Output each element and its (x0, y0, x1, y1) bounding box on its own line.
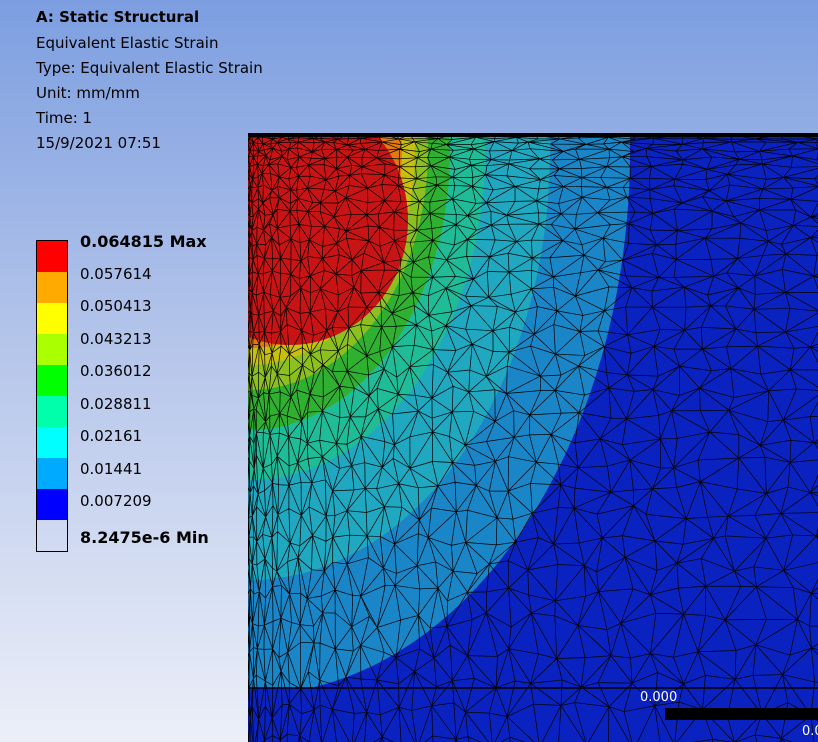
legend-label: 8.2475e-6 Min (80, 528, 209, 547)
info-line: Unit: mm/mm (36, 84, 140, 102)
scale-bar (665, 708, 818, 720)
legend-label: 0.057614 (80, 265, 152, 283)
legend-label: 0.01441 (80, 460, 142, 478)
legend-label: 0.007209 (80, 492, 152, 510)
scale-label: 0.000 (640, 690, 677, 705)
info-line: Equivalent Elastic Strain (36, 34, 218, 52)
title: A: Static Structural (36, 8, 199, 26)
info-line: 15/9/2021 07:51 (36, 134, 161, 152)
legend-label: 0.050413 (80, 297, 152, 315)
info-line: Time: 1 (36, 109, 92, 127)
legend-frame (36, 240, 68, 552)
legend-label: 0.028811 (80, 395, 152, 413)
legend-label: 0.064815 Max (80, 232, 207, 251)
legend-label: 0.02161 (80, 427, 142, 445)
legend-label: 0.036012 (80, 362, 152, 380)
info-line: Type: Equivalent Elastic Strain (36, 59, 263, 77)
legend-label: 0.043213 (80, 330, 152, 348)
screenshot: A: Static Structural Equivalent Elastic … (0, 0, 818, 742)
scale-label: 0.01 (802, 724, 818, 739)
